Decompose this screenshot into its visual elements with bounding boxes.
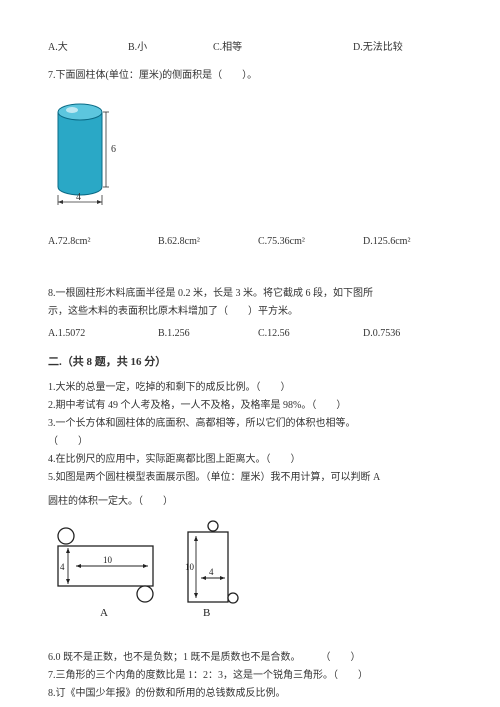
diag-b-label: B (203, 607, 210, 619)
s2-item-3b: （ ） (48, 434, 452, 450)
section2-title: 二.（共 8 题，共 16 分） (48, 354, 452, 372)
s2-diagram: 4 10 A 10 4 B (48, 518, 452, 634)
q8-opt-a: A.1.5072 (48, 326, 158, 342)
q7-opt-a: A.72.8cm² (48, 234, 158, 250)
diag-a-width: 10 (103, 555, 113, 565)
s2-tail-6: 6.0 既不是正数，也不是负数；1 既不是质数也不是合数。 （ ） (48, 650, 452, 666)
q7-options: A.72.8cm² B.62.8cm² C.75.36cm² D.125.6cm… (48, 234, 452, 250)
diag-a-label: A (100, 607, 108, 619)
q7-opt-d: D.125.6cm² (363, 234, 410, 250)
q6-opt-c: C.相等 (213, 40, 353, 56)
q7-opt-c: C.75.36cm² (258, 234, 363, 250)
q7-text: 7.下面圆柱体(单位：厘米)的侧面积是（ ）。 (48, 68, 452, 84)
s2-item-4: 4.在比例尺的应用中，实际距离都比图上距离大。（ ） (48, 452, 452, 468)
diag-b-width: 4 (209, 567, 214, 577)
diag-a-height: 4 (60, 562, 65, 572)
q7-height-label: 6 (111, 144, 116, 155)
s2-tail-8: 8.订《中国少年报》的份数和所用的总钱数成反比例。 (48, 686, 452, 702)
q6-opt-a: A.大 (48, 40, 128, 56)
q8-opt-c: C.12.56 (258, 326, 363, 342)
s2-item-1: 1.大米的总量一定，吃掉的和剩下的成反比例。（ ） (48, 380, 452, 396)
s2-item-2: 2.期中考试有 49 个人考及格，一人不及格，及格率是 98%。（ ） (48, 398, 452, 414)
q6-opt-d: D.无法比较 (353, 40, 403, 56)
q8-line2: 示，这些木料的表面积比原木料增加了（ ）平方米。 (48, 304, 452, 320)
q8-options: A.1.5072 B.1.256 C.12.56 D.0.7536 (48, 326, 452, 342)
q8-line1: 8.一根圆柱形木料底面半径是 0.2 米，长是 3 米。将它截成 6 段，如下图… (48, 286, 452, 302)
q7-cylinder-figure: 6 4 (48, 92, 452, 218)
s2-tail-7: 7.三角形的三个内角的度数比是 1：2：3，这是一个锐角三角形。（ ） (48, 668, 452, 684)
s2-item-3: 3.一个长方体和圆柱体的底面积、高都相等，所以它们的体积也相等。 (48, 416, 452, 432)
q8-opt-d: D.0.7536 (363, 326, 400, 342)
q6-opt-b: B.小 (128, 40, 213, 56)
q8-opt-b: B.1.256 (158, 326, 258, 342)
q7-diameter-label: 4 (76, 192, 81, 203)
diag-b-height: 10 (185, 562, 195, 572)
s2-line-after: 圆柱的体积一定大。（ ） (48, 494, 452, 510)
q7-opt-b: B.62.8cm² (158, 234, 258, 250)
s2-item-5: 5.如图是两个圆柱模型表面展示图。（单位：厘米）我不用计算，可以判断 A (48, 470, 452, 486)
q6-options: A.大 B.小 C.相等 D.无法比较 (48, 40, 452, 56)
